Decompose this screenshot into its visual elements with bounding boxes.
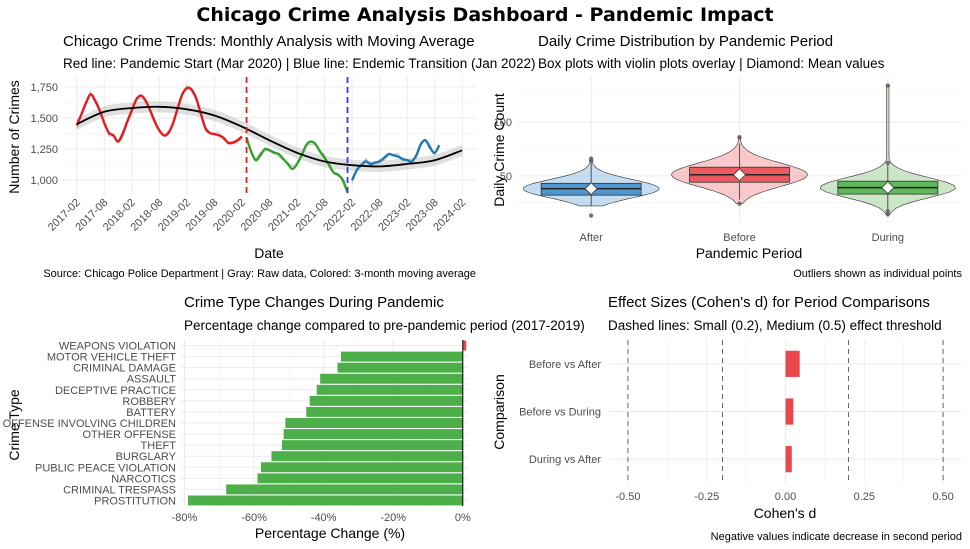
crime-type-bar [309, 395, 463, 406]
effect-x-tick-label: -0.50 [615, 491, 640, 503]
trends-subtitle: Red line: Pandemic Start (Mar 2020) | Bl… [63, 56, 536, 71]
trends-moving-average-pre-pandemic [75, 86, 243, 145]
crime-type-bar [261, 462, 463, 473]
outlier-point [885, 212, 891, 217]
trends-confidence-band [76, 101, 463, 173]
trends-y-tick-label: 1,000 [30, 175, 58, 187]
crime-type-y-tick-label: MOTOR VEHICLE THEFT [47, 352, 176, 364]
effect-y-label: Comparison [491, 374, 507, 449]
distribution-x-tick-label: Before [723, 232, 755, 244]
outlier-point [737, 201, 742, 206]
effect-x-label: Cohen's d [754, 505, 817, 521]
mean-diamond-after [584, 182, 598, 196]
crime-type-y-tick-label: CRIMINAL DAMAGE [73, 363, 176, 375]
effect-x-tick-label: -0.25 [694, 491, 719, 503]
outlier-point [885, 160, 891, 166]
crime-type-x-tick-label: -20% [380, 512, 406, 524]
effect-y-tick-label: During vs After [529, 454, 601, 466]
crime-type-bar [271, 451, 463, 462]
outlier-point [885, 209, 891, 214]
distribution-y-label: Daily Crime Count [491, 93, 507, 207]
crime-type-y-tick-label: ROBBERY [122, 396, 176, 408]
effect-bar [785, 398, 794, 425]
distribution-subtitle: Box plots with violin plots overlay | Di… [538, 56, 885, 71]
crime-type-bar [257, 473, 463, 484]
trends-title: Chicago Crime Trends: Monthly Analysis w… [63, 33, 475, 50]
effect-x-tick-label: 0.50 [932, 491, 953, 503]
trends-smoothed-trend-line [76, 105, 463, 168]
crime-type-y-tick-label: CRIMINAL TRESPASS [63, 484, 176, 496]
crime-type-subtitle: Percentage change compared to pre-pandem… [184, 318, 585, 333]
trends-y-tick-label: 1,500 [30, 113, 58, 125]
distribution-x-tick-label: During [872, 232, 904, 244]
crime-type-y-tick-label: PUBLIC PEACE VIOLATION [35, 462, 176, 474]
outlier-point [737, 134, 742, 140]
crime-type-y-label: Crime Type [6, 389, 22, 461]
crime-type-bar [462, 340, 467, 351]
trends-moving-average-pandemic [245, 137, 349, 193]
trends-x-label: Date [254, 245, 284, 261]
effect-subtitle: Dashed lines: Small (0.2), Medium (0.5) … [608, 318, 942, 333]
effect-bar [785, 350, 800, 377]
trends-caption: Source: Chicago Police Department | Gray… [43, 268, 476, 280]
effect-bar [785, 446, 792, 473]
effect-y-tick-label: Before vs During [519, 407, 601, 419]
crime-type-x-tick-label: -80% [172, 512, 198, 524]
trends-y-label: Number of Crimes [6, 80, 22, 194]
effect-title: Effect Sizes (Cohen's d) for Period Comp… [608, 294, 930, 311]
crime-type-x-tick-label: 0% [455, 512, 471, 524]
crime-type-bar [337, 362, 463, 373]
daily-distribution-panel: Daily Crime Distribution by Pandemic Per… [491, 33, 962, 280]
crime-type-changes-panel: Crime Type Changes During Pandemic Perce… [3, 294, 585, 541]
distribution-x-tick-label: After [580, 232, 604, 244]
crime-type-y-tick-label: THEFT [141, 440, 177, 452]
dashboard-title: Chicago Crime Analysis Dashboard - Pande… [196, 4, 773, 26]
crime-type-bar [285, 418, 463, 428]
trends-y-tick-label: 1,250 [30, 144, 58, 156]
distribution-x-label: Pandemic Period [696, 245, 803, 261]
effect-x-tick-label: 0.00 [775, 491, 796, 503]
distribution-y-tick-label: 100 [494, 117, 512, 129]
crime-type-title: Crime Type Changes During Pandemic [184, 294, 444, 311]
crime-type-y-tick-label: PROSTITUTION [94, 495, 176, 507]
monthly-trends-panel: Chicago Crime Trends: Monthly Analysis w… [6, 33, 536, 280]
distribution-caption: Outliers shown as individual points [793, 268, 962, 280]
crime-type-bar [187, 495, 463, 506]
crime-type-y-tick-label: BATTERY [126, 407, 176, 419]
crime-type-bar [281, 440, 463, 451]
crime-type-bar [226, 484, 463, 495]
crime-type-x-tick-label: -60% [241, 512, 267, 524]
crime-type-bar [316, 384, 463, 395]
outlier-point [588, 156, 594, 161]
crime-type-y-tick-label: WEAPONS VIOLATION [59, 341, 176, 353]
effect-y-tick-label: Before vs After [529, 359, 601, 371]
crime-type-bar [320, 373, 463, 384]
mean-diamond-before [732, 168, 747, 182]
crime-type-x-tick-label: -40% [311, 512, 337, 524]
effect-sizes-panel: Effect Sizes (Cohen's d) for Period Comp… [491, 294, 962, 543]
crime-type-y-tick-label: OTHER OFFENSE [82, 429, 176, 441]
crime-type-y-tick-label: ASSAULT [127, 374, 177, 386]
trends-y-tick-label: 1,750 [30, 82, 58, 94]
crime-type-y-tick-label: NARCOTICS [111, 473, 176, 485]
mean-diamond-during [881, 181, 895, 195]
crime-type-bar [341, 351, 463, 362]
effect-caption: Negative values indicate decrease in sec… [711, 531, 962, 543]
crime-type-y-tick-label: DECEPTIVE PRACTICE [55, 385, 176, 397]
crime-type-bar [283, 429, 463, 440]
outlier-point [588, 213, 594, 218]
distribution-y-tick-label: 50 [500, 171, 512, 183]
crime-type-y-tick-label: OFFENSE INVOLVING CHILDREN [3, 418, 176, 430]
outlier-point [885, 83, 891, 88]
crime-type-bar [306, 406, 463, 417]
trends-moving-average-endemic [351, 139, 441, 181]
crime-type-y-tick-label: BURGLARY [116, 451, 177, 463]
crime-type-x-label: Percentage Change (%) [255, 525, 405, 541]
distribution-title: Daily Crime Distribution by Pandemic Per… [538, 33, 833, 50]
effect-x-tick-label: 0.25 [854, 491, 875, 503]
